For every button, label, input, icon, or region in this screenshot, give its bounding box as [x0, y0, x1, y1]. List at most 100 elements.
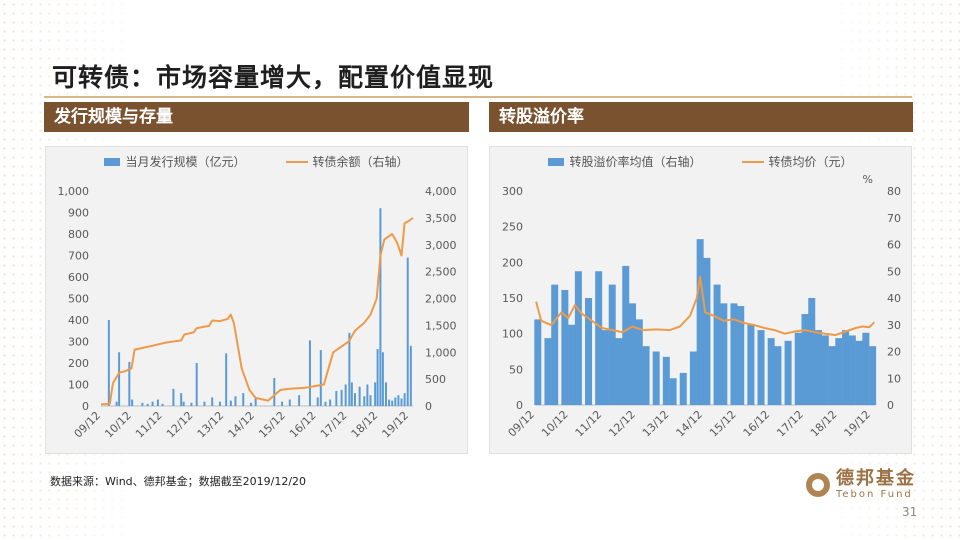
legend-label: 转债余额（右轴） — [312, 155, 409, 169]
chart-bar — [842, 330, 850, 405]
chart-bar — [353, 393, 356, 406]
chart-bar — [574, 271, 582, 405]
chart-bar — [115, 401, 118, 406]
chart-bar — [374, 382, 377, 406]
chart-bar — [195, 363, 198, 406]
right-axis-tick-label: 0 — [887, 399, 894, 412]
chart-bar — [622, 265, 630, 405]
chart-bar — [107, 320, 110, 406]
chart-bar — [747, 324, 755, 405]
right-axis-tick-label: 0 — [425, 400, 432, 413]
legend-item-bars: 当月发行规模（亿元） — [104, 153, 246, 170]
chart-bar — [801, 314, 809, 405]
brand-name-cn: 德邦基金 — [836, 468, 916, 489]
chart-bar — [384, 382, 387, 406]
chart-bar — [381, 352, 384, 406]
chart-bar — [821, 335, 829, 405]
chart-bar — [696, 239, 704, 405]
chart-bar — [848, 335, 856, 405]
chart-bar — [642, 346, 650, 405]
chart-bar — [720, 303, 728, 405]
chart-bar — [703, 257, 711, 405]
legend-line-swatch — [741, 160, 764, 163]
left-axis-tick-label: 200 — [68, 357, 89, 370]
right-axis-tick-label: 30 — [887, 319, 901, 332]
chart-bar — [225, 353, 228, 406]
chart-bar — [273, 378, 276, 406]
chart-bar — [182, 401, 185, 406]
chart-bar — [403, 393, 406, 406]
chart-bar — [601, 330, 609, 405]
chart-bar — [180, 393, 183, 406]
chart-bar — [737, 306, 745, 405]
chart-bar — [869, 346, 877, 405]
right-axis-tick-label: 40 — [887, 292, 901, 305]
chart-bar — [366, 384, 369, 406]
chart-bar — [229, 400, 232, 406]
legend-label: 转债均价（元） — [768, 155, 853, 169]
chart-bar — [808, 298, 816, 405]
left-axis-tick-label: 600 — [68, 271, 89, 284]
right-axis-tick-label: 20 — [887, 346, 901, 359]
chart-bar — [131, 399, 134, 406]
x-axis-tick-label: 14/12 — [226, 409, 258, 441]
right-axis-tick-label: 60 — [887, 239, 901, 252]
chart-bar — [161, 403, 164, 406]
x-axis-tick-label: 10/12 — [539, 408, 571, 440]
left-axis-tick-label: 300 — [502, 185, 523, 198]
chart-bar — [249, 402, 252, 406]
chart-bar — [211, 397, 214, 406]
x-axis-tick-label: 12/12 — [606, 408, 638, 440]
chart-bar — [774, 346, 782, 405]
x-axis-tick-label: 15/12 — [256, 409, 288, 441]
legend-label: 当月发行规模（亿元） — [125, 155, 246, 169]
chart-bar — [615, 338, 623, 405]
chart-bar — [784, 340, 792, 405]
x-axis-tick-label: 17/12 — [318, 409, 350, 441]
page-title: 可转债：市场容量增大，配置价值显现 — [52, 63, 495, 92]
x-axis-tick-label: 17/12 — [774, 408, 806, 440]
chart-bar — [128, 361, 131, 406]
chart-bar — [358, 386, 361, 406]
right-axis-unit-label: % — [863, 173, 873, 186]
x-axis-tick-label: 11/12 — [573, 408, 605, 440]
chart-bar — [652, 351, 660, 405]
left-axis-tick-label: 1,000 — [58, 185, 90, 198]
chart-bar — [862, 332, 870, 405]
chart-bar — [409, 345, 412, 406]
left-axis-tick-label: 250 — [502, 221, 523, 234]
brand-name-en: Tebon Fund — [836, 489, 913, 500]
chart-panel-issuance: 当月发行规模（亿元） 转债余额（右轴） 0 100 200 300 400 500 600 7… — [45, 146, 468, 454]
x-axis-tick-label: 18/12 — [349, 409, 381, 441]
x-axis-tick-label: 10/12 — [102, 409, 134, 441]
right-axis-tick-label: 4,000 — [425, 185, 457, 198]
chart-bar — [350, 382, 353, 406]
x-axis-tick-label: 16/12 — [741, 408, 773, 440]
chart-bar — [815, 330, 823, 405]
left-axis-tick-label: 200 — [502, 256, 523, 269]
x-axis-tick-label: 12/12 — [164, 409, 196, 441]
chart-bar — [767, 338, 775, 405]
x-axis-tick-label: 11/12 — [133, 409, 165, 441]
chart-bar — [218, 401, 221, 406]
chart-bar — [146, 403, 149, 406]
chart-bar — [679, 372, 687, 405]
chart-bar — [397, 395, 400, 406]
right-axis-tick-label: 2,000 — [425, 293, 457, 306]
section-header-issuance: 发行规模与存量 — [44, 102, 469, 132]
legend-item-line: 转债均价（元） — [741, 153, 853, 170]
chart-bar — [608, 284, 616, 405]
left-axis-tick-label: 100 — [502, 328, 523, 341]
chart-line-series — [535, 275, 875, 337]
chart-bar — [288, 399, 291, 406]
right-axis-tick-label: 1,500 — [425, 319, 457, 332]
chart-bar — [379, 208, 382, 406]
chart-bar — [713, 284, 721, 405]
chart-bar — [151, 401, 154, 406]
chart-bar — [203, 401, 206, 406]
chart-bar — [835, 338, 843, 405]
chart-bar — [348, 332, 351, 406]
right-axis-tick-label: 70 — [887, 212, 901, 225]
chart-bar — [324, 401, 327, 406]
left-axis-tick-label: 900 — [68, 207, 89, 220]
